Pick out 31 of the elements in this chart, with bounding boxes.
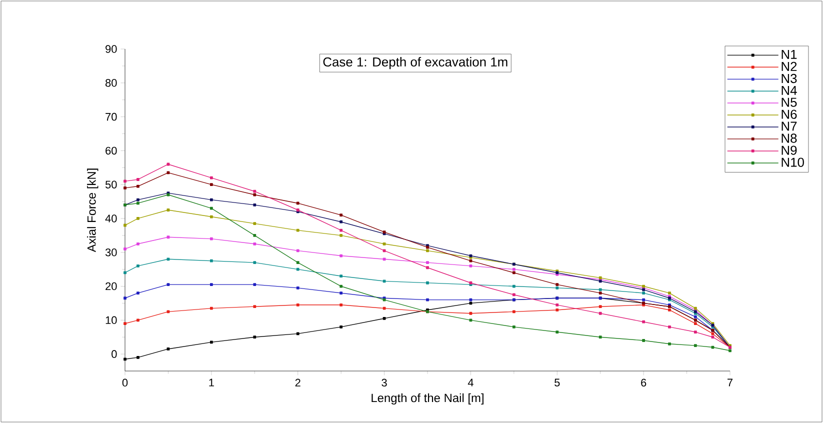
legend-label: N8 (782, 134, 797, 143)
y-tick-label: 0 (112, 350, 117, 358)
legend-label: N5 (782, 98, 797, 107)
y-tick-label: 20 (106, 282, 117, 290)
x-tick-label: 4 (468, 378, 474, 386)
x-tick-label: 2 (295, 378, 300, 386)
legend-label: N1 (782, 50, 797, 59)
y-tick-label: 90 (106, 45, 117, 53)
legend-label: N7 (782, 122, 797, 131)
x-axis-title: Length of the Nail [m] (372, 393, 484, 405)
text: Case 1: Depth of excavation 1m (323, 57, 508, 70)
legend-label: N10 (782, 158, 804, 167)
y-tick-label: 30 (105, 248, 117, 256)
y-tick-label: 40 (105, 214, 117, 222)
y-tick-label: 70 (106, 112, 117, 121)
x-tick-label: 0 (122, 378, 128, 387)
x-tick-label: 5 (554, 378, 560, 386)
x-tick-label: 1 (209, 378, 214, 386)
legend-label: N9 (782, 146, 797, 155)
x-tick-label: 3 (382, 378, 387, 387)
x-tick-label: 6 (641, 378, 646, 387)
y-tick-label: 80 (106, 79, 117, 87)
legend-label: N4 (782, 86, 797, 95)
legend-label: N3 (782, 74, 797, 84)
y-tick-label: 10 (106, 316, 117, 324)
y-tick-label: 60 (106, 146, 117, 155)
legend-label: N2 (782, 62, 797, 71)
x-tick-label: 7 (728, 378, 733, 386)
y-tick-label: 50 (105, 180, 117, 188)
legend-label: N6 (782, 110, 797, 119)
y-axis-title: Axial Force [kN] (87, 168, 98, 252)
